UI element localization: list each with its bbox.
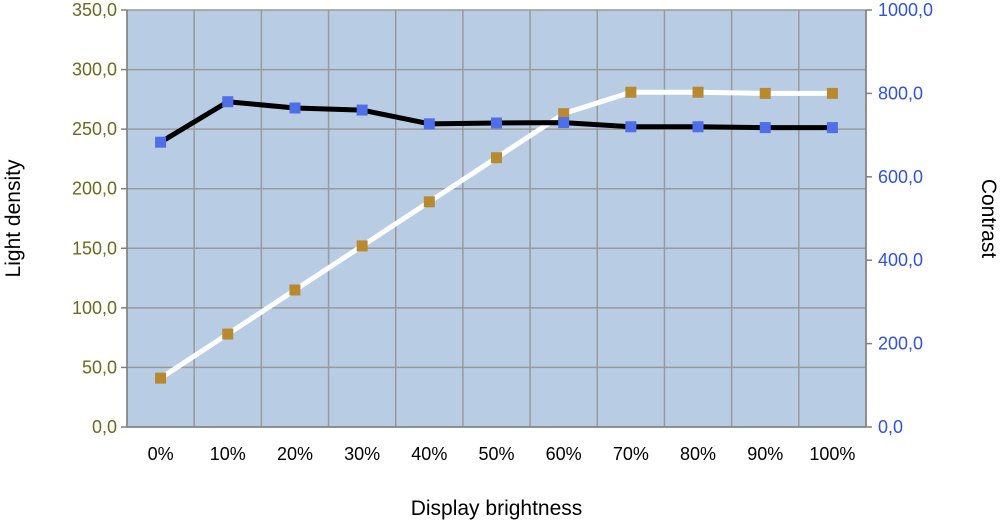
x-axis-title: Display brightness — [411, 497, 583, 520]
right-tick-label: 800,0 — [878, 83, 923, 103]
data-point — [289, 284, 301, 296]
data-point — [625, 121, 637, 133]
x-tick-label: 80% — [680, 444, 716, 464]
x-tick-label: 0% — [148, 444, 174, 464]
right-axis-title: Contrast — [977, 179, 1000, 259]
x-tick-label: 90% — [747, 444, 783, 464]
x-tick-label: 10% — [210, 444, 246, 464]
data-point — [759, 87, 771, 99]
data-point — [356, 240, 368, 252]
x-tick-labels: 0% 10% 20% 30% 40% 50% 60% 70% 80% 90% 100% — [148, 444, 856, 464]
data-point — [558, 117, 570, 129]
left-tick-label: 200,0 — [72, 179, 117, 199]
left-tick-label: 350,0 — [72, 0, 117, 20]
data-point — [222, 328, 234, 340]
data-point — [759, 122, 771, 134]
right-tick-label: 200,0 — [878, 334, 923, 354]
series — [155, 86, 838, 384]
right-tick-label: 1000,0 — [878, 0, 933, 20]
left-tick-label: 0,0 — [92, 417, 117, 437]
left-tick-label: 250,0 — [72, 119, 117, 139]
data-point — [558, 108, 570, 120]
x-tick-label: 100% — [809, 444, 855, 464]
left-tick-label: 50,0 — [82, 357, 117, 377]
x-tick-label: 30% — [344, 444, 380, 464]
x-tick-label: 40% — [411, 444, 447, 464]
x-tick-label: 60% — [546, 444, 582, 464]
series-2 — [155, 96, 838, 148]
right-tick-labels: 0,0 200,0 400,0 600,0 800,0 1000,0 — [866, 0, 933, 437]
data-point — [356, 104, 368, 116]
data-point — [491, 152, 502, 164]
data-point — [491, 117, 502, 129]
data-point — [155, 136, 167, 148]
axes — [126, 10, 867, 428]
plot-area — [127, 10, 866, 427]
left-tick-label: 150,0 — [72, 238, 117, 258]
data-point — [625, 86, 637, 98]
data-point — [692, 86, 704, 98]
right-tick-label: 0,0 — [878, 417, 903, 437]
data-point — [423, 118, 435, 130]
x-tick-label: 50% — [478, 444, 514, 464]
data-point — [155, 372, 167, 384]
right-tick-label: 600,0 — [878, 167, 923, 187]
data-point — [222, 96, 234, 108]
x-tick-label: 70% — [613, 444, 649, 464]
right-tick-label: 400,0 — [878, 250, 923, 270]
series-1 — [155, 86, 838, 384]
data-point — [423, 196, 435, 208]
data-point — [826, 87, 838, 99]
data-point — [289, 102, 301, 114]
left-tick-label: 100,0 — [72, 298, 117, 318]
left-tick-label: 300,0 — [72, 60, 117, 80]
grid-lines — [126, 9, 867, 428]
x-tick-label: 20% — [277, 444, 313, 464]
left-axis-title: Light density — [2, 159, 25, 277]
data-point — [826, 122, 838, 134]
left-tick-labels: 0,0 50,0 100,0 150,0 200,0 250,0 300,0 350,0 — [72, 0, 127, 437]
data-point — [692, 121, 704, 133]
